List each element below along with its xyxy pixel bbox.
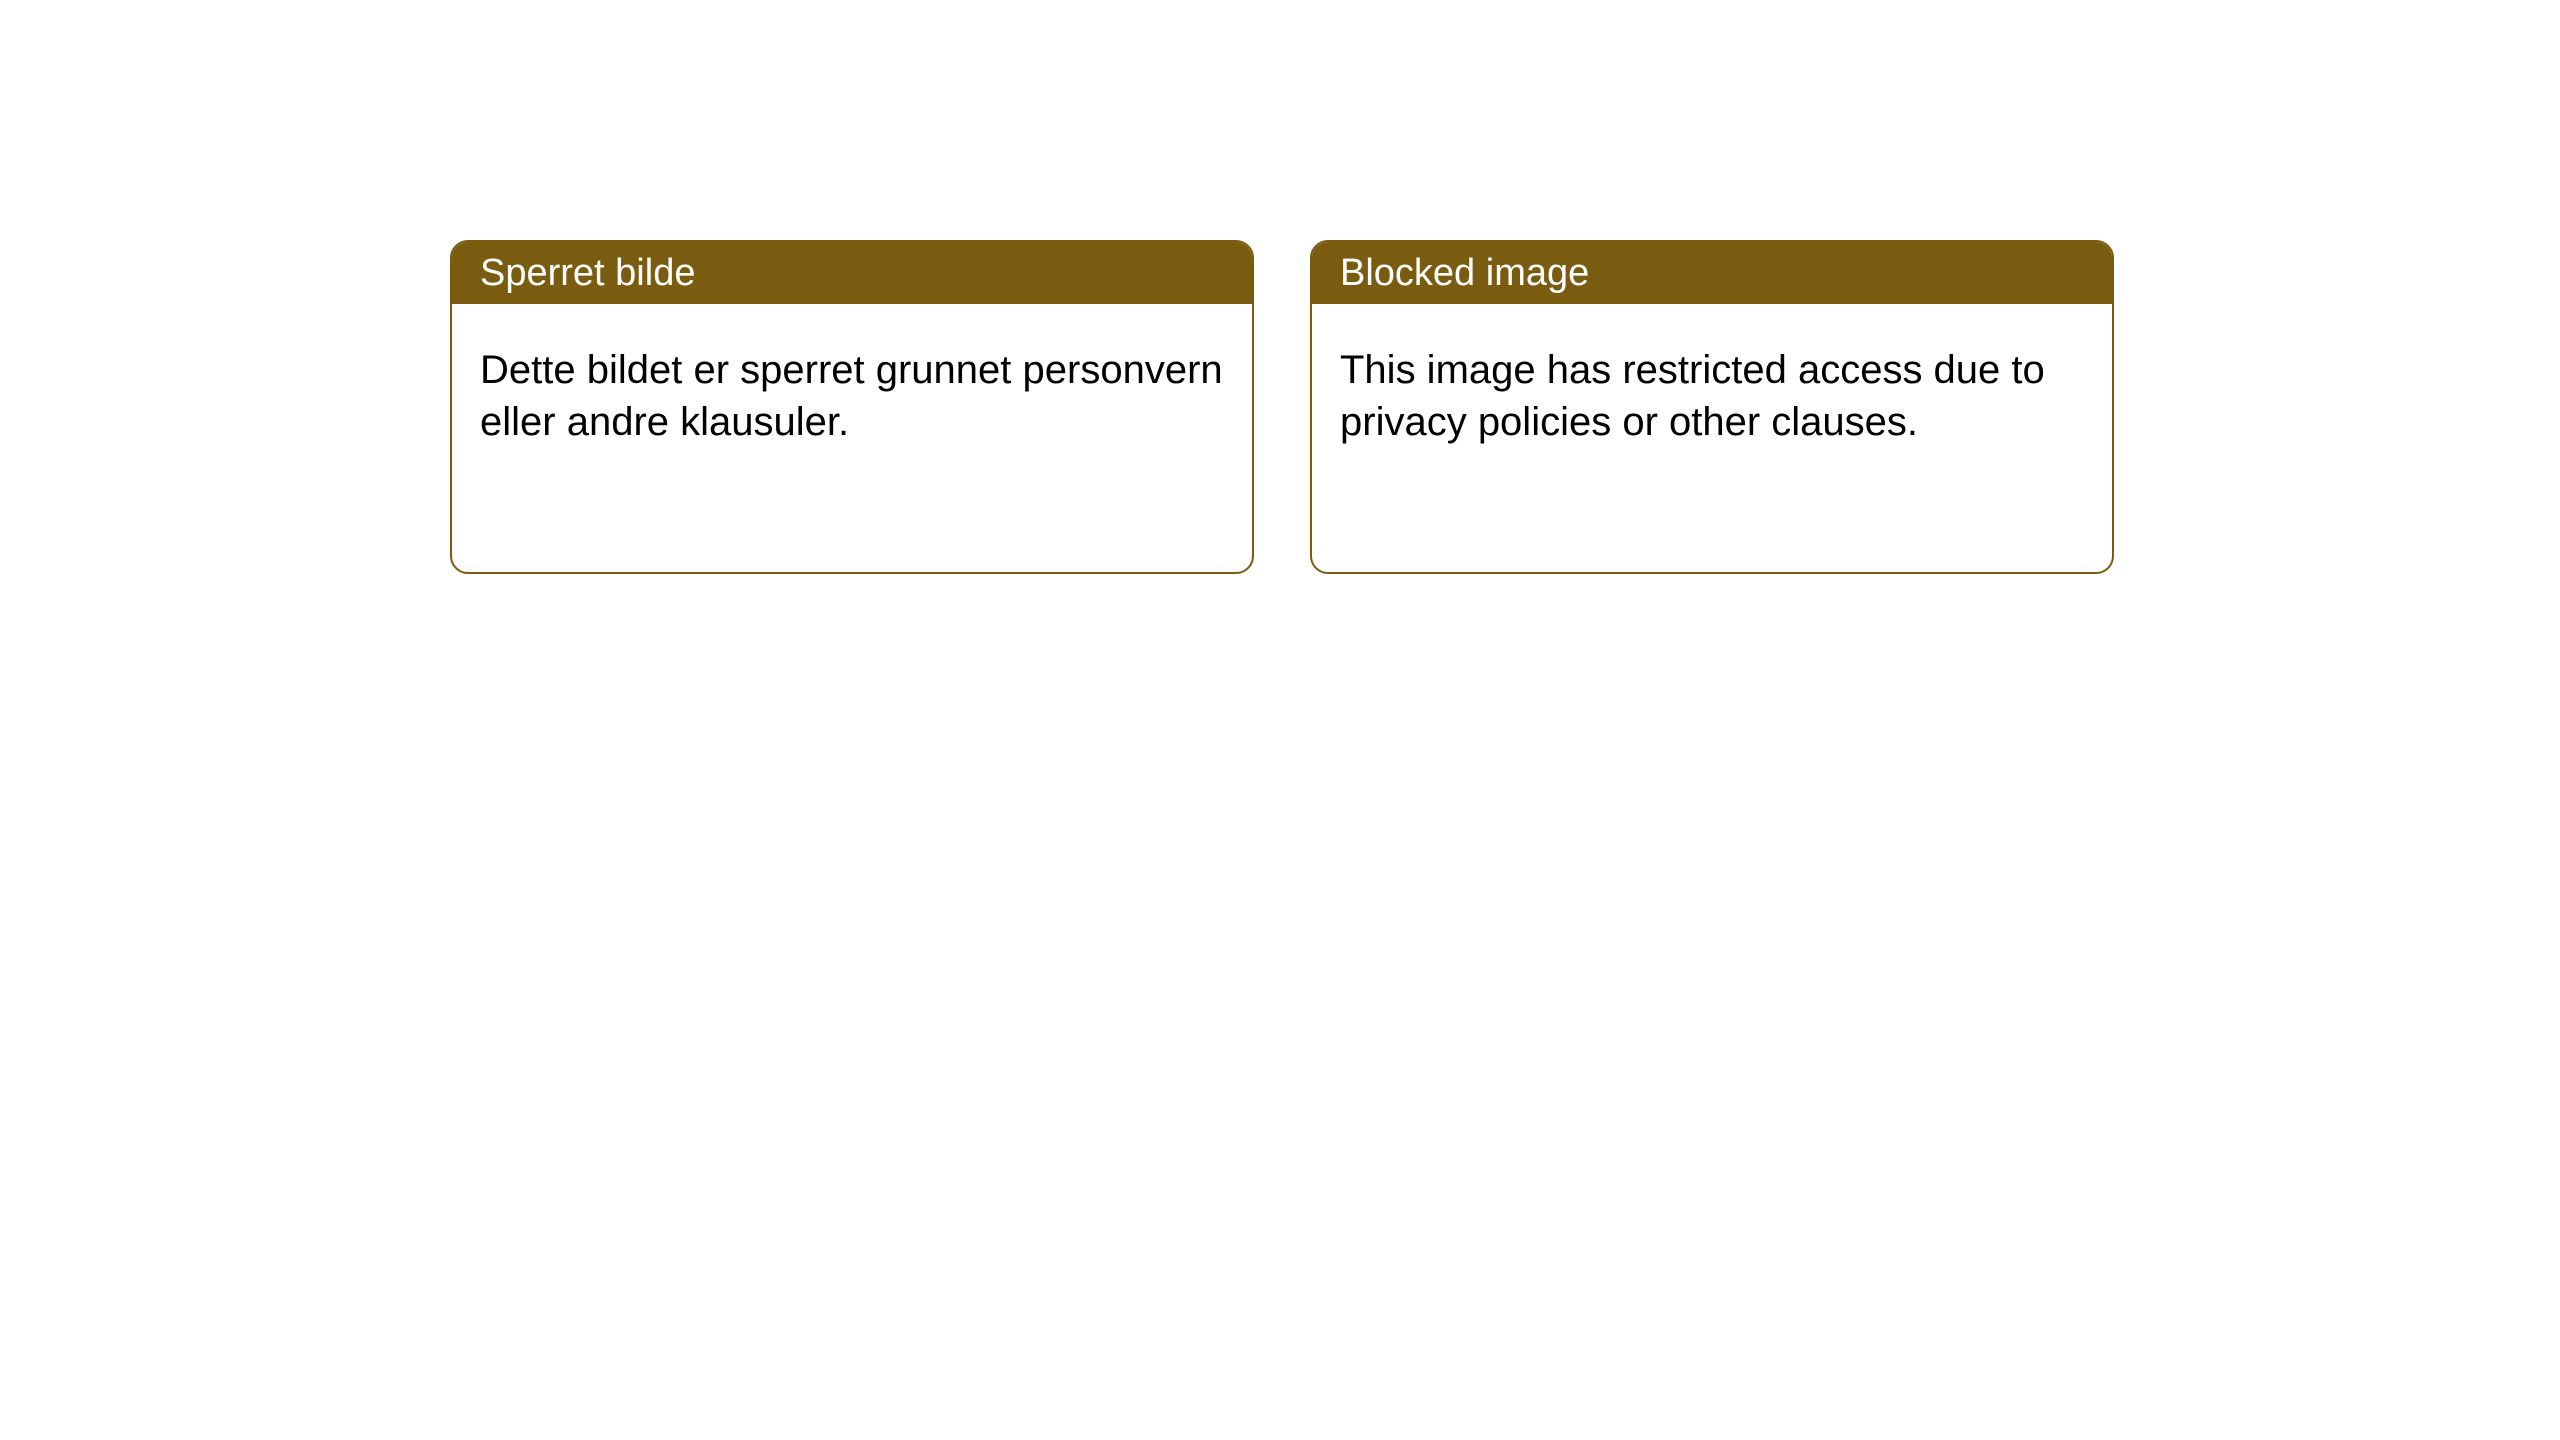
card-title-en: Blocked image <box>1340 252 1589 295</box>
card-title-no: Sperret bilde <box>480 252 695 295</box>
card-body-text-en: This image has restricted access due to … <box>1340 348 2045 444</box>
blocked-image-card-no: Sperret bilde Dette bildet er sperret gr… <box>450 240 1254 574</box>
cards-container: Sperret bilde Dette bildet er sperret gr… <box>0 0 2560 574</box>
blocked-image-card-en: Blocked image This image has restricted … <box>1310 240 2114 574</box>
card-body-text-no: Dette bildet er sperret grunnet personve… <box>480 348 1223 444</box>
card-header-en: Blocked image <box>1312 242 2112 304</box>
card-body-en: This image has restricted access due to … <box>1312 304 2112 488</box>
card-header-no: Sperret bilde <box>452 242 1252 304</box>
card-body-no: Dette bildet er sperret grunnet personve… <box>452 304 1252 488</box>
